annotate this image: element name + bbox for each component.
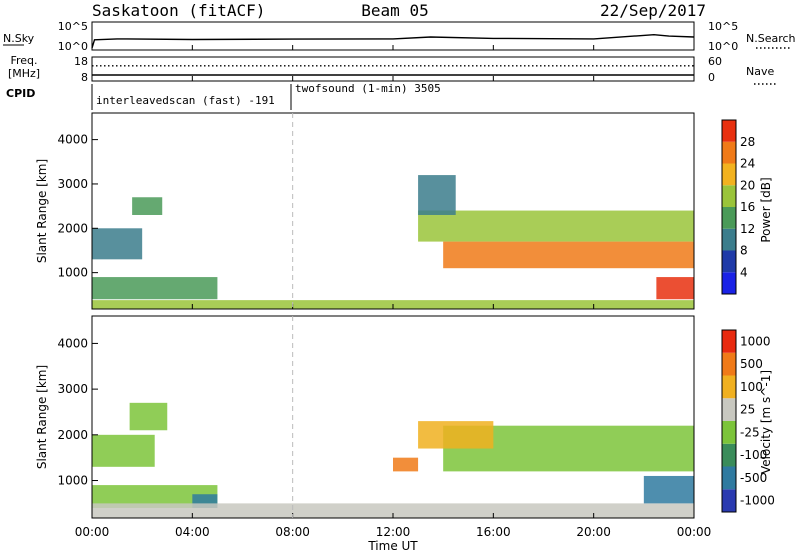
power-colorbar-tick: 4 (740, 265, 748, 279)
power-region-4 (418, 210, 694, 242)
nave-tick-bottom: 0 (708, 71, 715, 84)
range-tick-label: 2000 (57, 221, 88, 235)
power-colorbar-tick: 28 (740, 135, 755, 149)
range-tick-label: 1000 (57, 266, 88, 280)
power-colorbar-tick: 8 (740, 244, 748, 258)
colorbar-swatch (722, 120, 736, 142)
power-y-ticks: 1000 2000 3000 4000 (57, 133, 98, 280)
freq-tick-top: 18 (74, 55, 88, 68)
power-colorbar-tick: 12 (740, 222, 755, 236)
power-colorbar-tick: 20 (740, 178, 755, 192)
colorbar-swatch (722, 466, 736, 490)
nave-label: Nave (746, 65, 774, 78)
range-tick-label: 3000 (57, 177, 88, 191)
velocity-panel: Slant Range [km] 1000 2000 3000 4000 (35, 315, 695, 519)
velocity-colorbar-label: Velocity [m s^-1] (759, 370, 773, 474)
noise-right-tick-bottom: 10^0 (708, 40, 738, 53)
colorbar-swatch (722, 272, 736, 294)
station-title: Saskatoon (fitACF) (92, 1, 265, 20)
colorbar-swatch (722, 375, 736, 399)
date-title: 22/Sep/2017 (600, 1, 706, 20)
power-region-2 (92, 277, 218, 300)
mhz-label: [MHz] (8, 67, 40, 80)
power-region-0 (92, 228, 143, 260)
velocity-region-2 (92, 485, 218, 508)
velocity-colorbar-tick: 100 (740, 380, 763, 394)
power-region-6 (418, 175, 456, 215)
time-axis-label: Time UT (367, 539, 418, 553)
power-region-1 (132, 197, 163, 215)
velocity-colorbar: 1000 500 100 25 -25 -100 -500 -1000 (721, 329, 775, 513)
time-tick-label: 00:00 (677, 525, 712, 539)
velocity-region-4 (92, 503, 694, 518)
colorbar-swatch (722, 141, 736, 164)
colorbar-frame (721, 119, 737, 295)
colorbar-swatch (722, 330, 736, 353)
colorbar-swatch (722, 185, 736, 207)
freq-tick-bottom: 8 (81, 71, 88, 84)
cpid-segment-2: twofsound (1-min) 3505 (295, 82, 441, 95)
range-tick-label: 3000 (57, 382, 88, 396)
colorbar-swatch (722, 228, 736, 251)
nsearch-label: N.Search (746, 32, 796, 45)
power-colorbar-label: Power [dB] (759, 177, 773, 242)
velocity-region-7 (393, 457, 419, 472)
velocity-region-6 (418, 421, 494, 449)
power-panel: Slant Range [km] 1000 2000 3000 4000 (35, 112, 695, 310)
noise-left-tick-bottom: 10^0 (58, 40, 88, 53)
range-tick-label: 4000 (57, 133, 88, 147)
nave-tick-top: 60 (708, 55, 722, 68)
colorbar-swatch (722, 489, 736, 512)
colorbar-swatch (722, 352, 736, 376)
velocity-colorbar-tick: 500 (740, 357, 763, 371)
range-tick-label: 2000 (57, 428, 88, 442)
time-axis-ticks: 00:00 04:00 08:00 12:00 16:00 20:00 00:00 (75, 45, 712, 539)
colorbar-swatch (722, 421, 736, 444)
noise-right-tick-top: 10^5 (708, 20, 738, 33)
time-tick-label: 12:00 (376, 525, 411, 539)
colorbar-swatch (722, 398, 736, 421)
power-data-layer (92, 175, 694, 309)
nsky-label: N.Sky (3, 32, 35, 45)
colorbar-swatch (722, 207, 736, 229)
velocity-y-ticks: 1000 2000 3000 4000 (57, 336, 98, 488)
power-region-5 (443, 241, 694, 269)
cpid-segment-1: interleavedscan (fast) -191 (96, 94, 275, 107)
time-tick-label: 20:00 (576, 525, 611, 539)
noise-left-tick-top: 10^5 (58, 20, 88, 33)
colorbar-swatch (722, 163, 736, 186)
velocity-region-8 (643, 475, 694, 504)
power-colorbar: 4 8 12 16 20 24 28 (721, 119, 755, 295)
velocity-colorbar-tick: -100 (740, 448, 767, 462)
power-colorbar-tick: 16 (740, 200, 755, 214)
colorbar-swatch (722, 443, 736, 467)
range-tick-label: 4000 (57, 336, 88, 350)
power-region-7 (656, 277, 694, 300)
time-tick-label: 00:00 (75, 525, 110, 539)
colorbar-frame (721, 329, 737, 513)
time-tick-label: 04:00 (175, 525, 210, 539)
velocity-colorbar-tick: -1000 (740, 494, 775, 508)
velocity-region-1 (129, 402, 168, 431)
freq-label: Freq. (10, 54, 37, 67)
time-tick-label: 16:00 (476, 525, 511, 539)
velocity-yaxis-label: Slant Range [km] (35, 365, 49, 469)
velocity-colorbar-tick: 1000 (740, 334, 771, 348)
velocity-region-0 (92, 434, 155, 467)
colorbar-swatch (722, 250, 736, 273)
nsky-series-line (91, 33, 695, 49)
velocity-colorbar-tick: -500 (740, 471, 767, 485)
power-yaxis-label: Slant Range [km] (35, 159, 49, 263)
velocity-data-layer (92, 402, 694, 518)
time-tick-label: 08:00 (275, 525, 310, 539)
power-colorbar-tick: 24 (740, 157, 755, 171)
velocity-colorbar-tick: 25 (740, 403, 755, 417)
cpid-label: CPID (6, 87, 35, 100)
noise-panel: N.Sky 10^5 10^0 10^5 10^0 N.Search (3, 20, 796, 53)
range-tick-label: 1000 (57, 474, 88, 488)
cpid-strip: CPID interleavedscan (fast) -191 twofsou… (6, 82, 441, 110)
velocity-colorbar-tick: -25 (740, 425, 760, 439)
beam-title: Beam 05 (361, 1, 428, 20)
